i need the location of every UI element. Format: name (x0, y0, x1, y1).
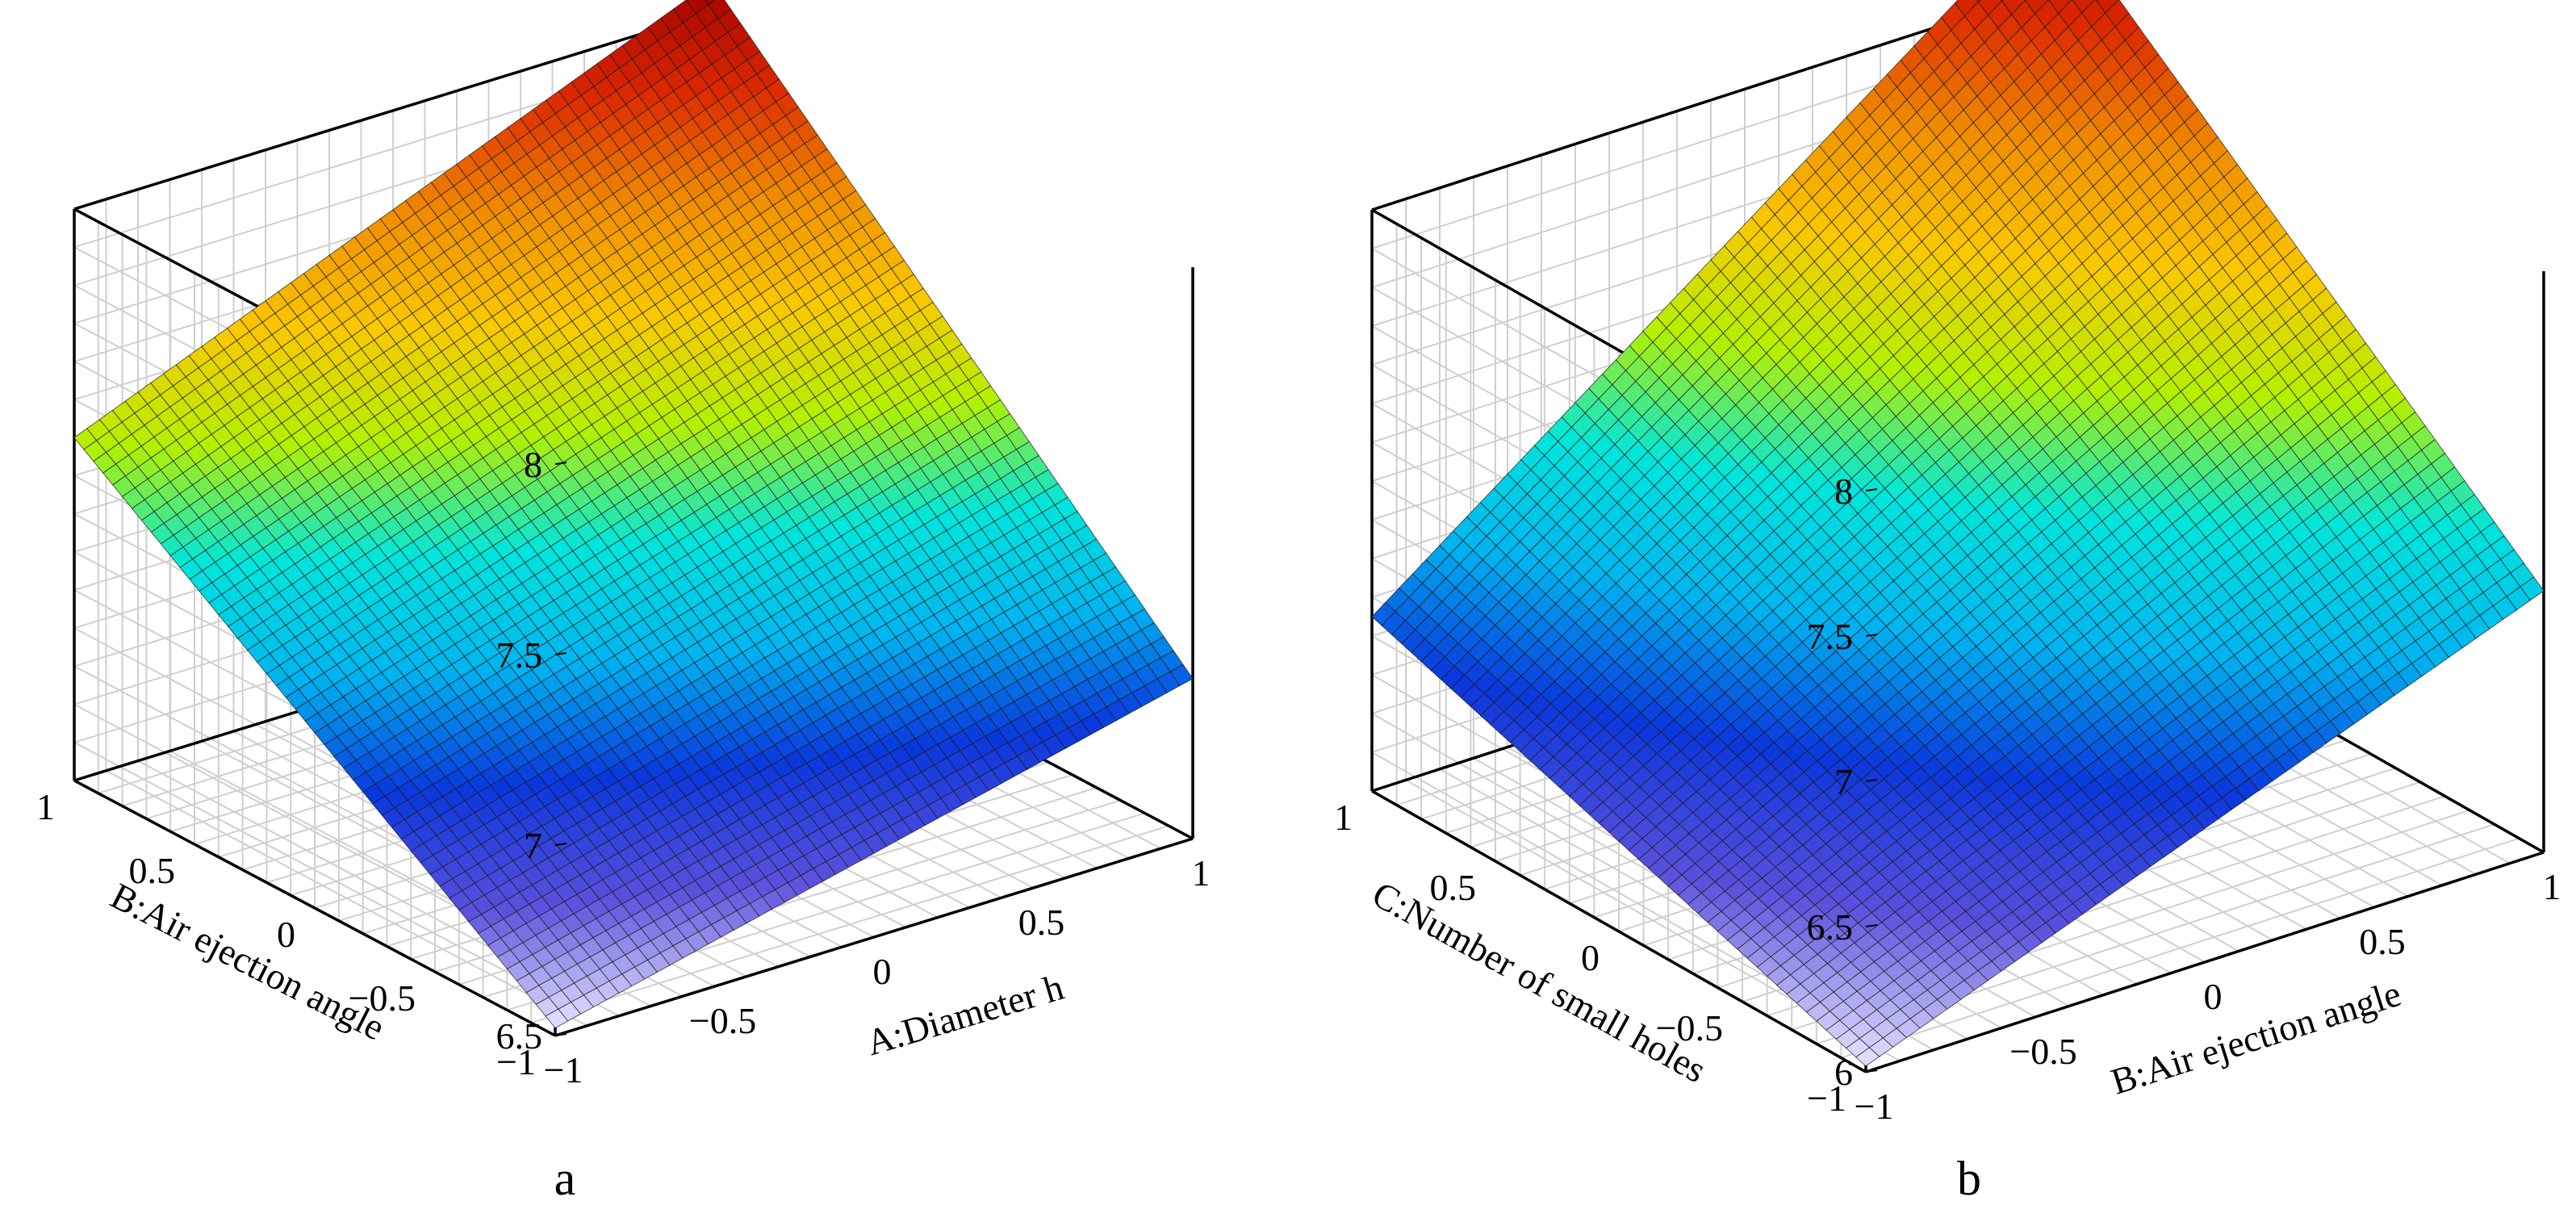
surface-plot-b: 66.577.58−1−0.500.51−1−0.500.51B:Air eje… (1334, 0, 2561, 1127)
y-tick-label: 0 (277, 914, 295, 955)
surface-plot-a: 6.577.58−1−0.500.51−1−0.500.51A:Diameter… (36, 0, 1211, 1090)
y-axis-label: B:Air ejection angle (104, 875, 391, 1048)
y-tick-label: 1 (36, 786, 55, 827)
x-tick-label: 1 (1192, 852, 1211, 894)
surface-mesh (73, 0, 1194, 1029)
z-tick-label: 7.5 (496, 634, 543, 676)
x-tick-label: −0.5 (689, 1000, 756, 1041)
x-tick-label: 0 (873, 951, 892, 992)
axis-box-edge (554, 837, 1194, 1037)
x-tick-label: 0.5 (1018, 902, 1065, 943)
y-tick-label: −1 (496, 1041, 536, 1082)
z-tick-label: 8 (524, 444, 542, 485)
x-axis-label: A:Diameter h (862, 966, 1068, 1063)
x-tick-label: −1 (544, 1049, 583, 1090)
surface-cell (705, 0, 716, 6)
surface-mesh (1371, 0, 2545, 1067)
z-tick-label: 7 (524, 825, 542, 866)
wall-grid-line (73, 741, 556, 998)
axis-box-edge (73, 779, 556, 1037)
axis-box-edge (73, 10, 713, 211)
